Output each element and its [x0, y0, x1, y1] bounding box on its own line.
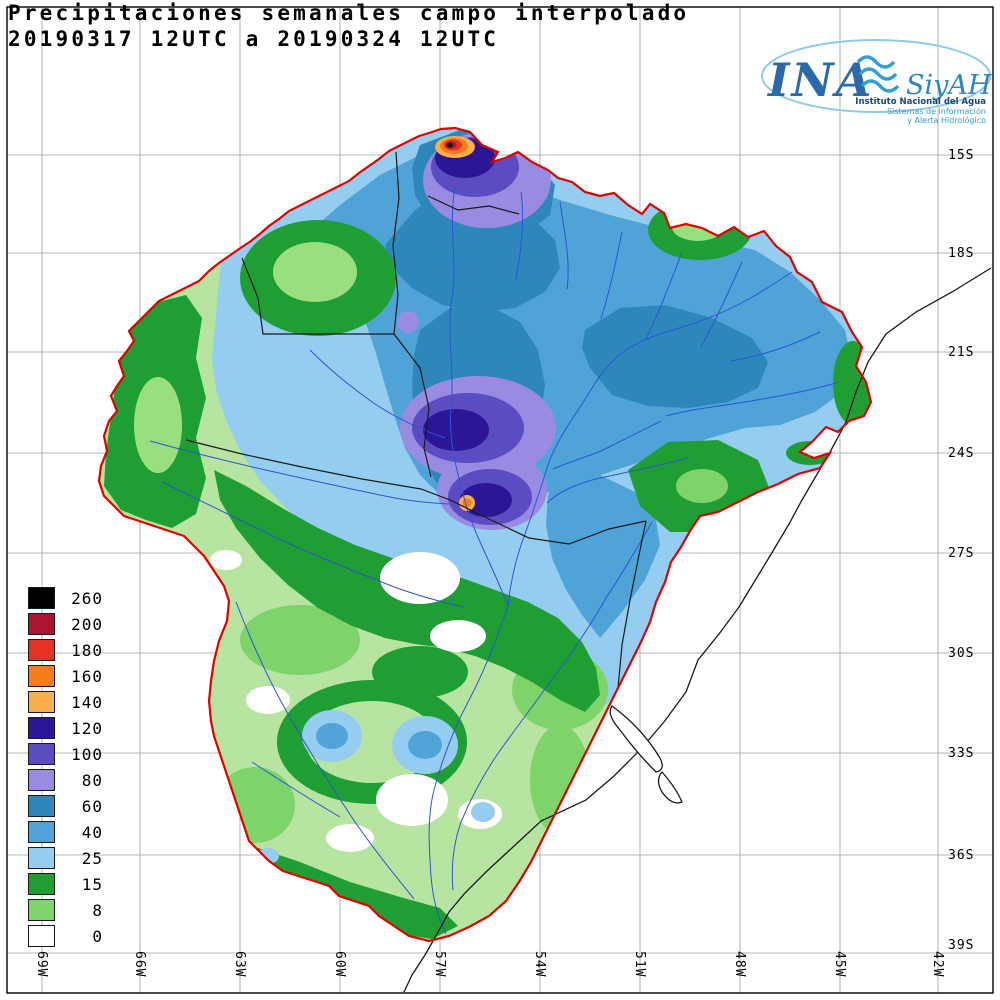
legend-row: 0	[28, 923, 103, 949]
lon-label: 48W	[732, 951, 747, 978]
legend-value: 200	[71, 614, 103, 634]
legend-row: 100	[28, 741, 103, 767]
lon-label: 45W	[832, 951, 847, 978]
legend-swatch	[28, 613, 55, 635]
logo-siyah-text: SiyAH	[906, 70, 992, 101]
legend-row: 60	[28, 793, 103, 819]
legend-value: 0	[92, 926, 103, 946]
logo-system-line2: y Alerta Hidrológico	[907, 115, 986, 125]
legend-row: 25	[28, 845, 103, 871]
lon-label: 54W	[532, 951, 547, 978]
lon-label: 51W	[632, 951, 647, 978]
coastal-lagoon-small	[657, 771, 683, 804]
legend-value: 60	[81, 796, 103, 816]
lon-label: 42W	[930, 951, 945, 978]
legend-row: 180	[28, 637, 103, 663]
logo-swoosh	[761, 39, 991, 113]
legend-row: 8	[28, 897, 103, 923]
legend-value: 260	[71, 588, 103, 608]
title-date-range: 20190317 12UTC a 20190324 12UTC	[8, 27, 500, 51]
lon-label: 63W	[232, 951, 247, 978]
legend-swatch	[28, 587, 55, 609]
legend-swatch	[28, 873, 55, 895]
legend-swatch	[28, 717, 55, 739]
legend-value: 100	[71, 744, 103, 764]
legend-value: 8	[92, 900, 103, 920]
legend-swatch	[28, 821, 55, 843]
lat-label: 30S	[948, 646, 975, 661]
lon-label: 66W	[132, 951, 147, 978]
lat-label: 18S	[948, 246, 975, 261]
legend-value: 40	[81, 822, 103, 842]
legend-value: 140	[71, 692, 103, 712]
lat-label: 24S	[948, 446, 975, 461]
country-borders	[185, 151, 647, 689]
legend-row: 120	[28, 715, 103, 741]
logo-waves-icon	[856, 55, 900, 93]
lat-label: 15S	[948, 148, 975, 163]
coastline	[403, 267, 992, 993]
lon-label: 69W	[34, 951, 49, 978]
lon-label: 57W	[432, 951, 447, 978]
logo-ina-text: INA	[766, 53, 873, 107]
legend-swatch	[28, 639, 55, 661]
page-title: Precipitaciones semanales campo interpol…	[8, 1, 690, 25]
legend-row: 200	[28, 611, 103, 637]
legend-row: 160	[28, 663, 103, 689]
legend-row: 260	[28, 585, 103, 611]
rivers	[149, 187, 840, 935]
legend-value: 120	[71, 718, 103, 738]
legend-value: 25	[81, 848, 103, 868]
legend-swatch	[28, 925, 55, 947]
legend-value: 160	[71, 666, 103, 686]
lat-label: 27S	[948, 546, 975, 561]
legend-row: 140	[28, 689, 103, 715]
legend-swatch	[28, 769, 55, 791]
map-frame	[6, 6, 994, 994]
ina-siyah-logo: INA SiyAH Instituto Nacional del Agua Si…	[761, 39, 992, 125]
legend-row: 80	[28, 767, 103, 793]
legend-swatch	[28, 665, 55, 687]
lat-label: 39S	[948, 938, 975, 953]
legend-swatch	[28, 795, 55, 817]
logo-system-line1: Sistemas de información	[887, 106, 986, 116]
lat-label: 36S	[948, 848, 975, 863]
legend-row: 40	[28, 819, 103, 845]
basin-boundary	[97, 126, 873, 943]
logo-org-name: Instituto Nacional del Agua	[855, 97, 986, 107]
precipitation-legend: 260 200 180 160 140 120 100 80 60 40 25 …	[28, 585, 103, 949]
lon-label: 60W	[332, 951, 347, 978]
legend-value: 15	[81, 874, 103, 894]
legend-swatch	[28, 899, 55, 921]
legend-swatch	[28, 847, 55, 869]
legend-swatch	[28, 691, 55, 713]
lat-label: 21S	[948, 345, 975, 360]
legend-value: 180	[71, 640, 103, 660]
legend-row: 15	[28, 871, 103, 897]
legend-value: 80	[81, 770, 103, 790]
legend-swatch	[28, 743, 55, 765]
coastal-lagoon	[609, 705, 663, 773]
lat-label: 33S	[948, 746, 975, 761]
